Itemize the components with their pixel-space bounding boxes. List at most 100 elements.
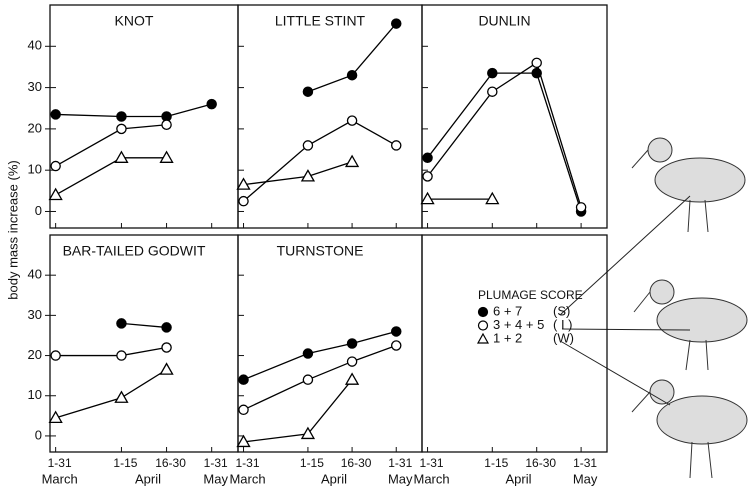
series-line — [243, 330, 397, 381]
marker-triangle — [236, 434, 251, 448]
marker-triangle — [159, 150, 174, 163]
marker-open — [50, 350, 61, 361]
marker-filled — [487, 67, 498, 79]
month-label: March — [42, 471, 78, 486]
legend-title: PLUMAGE SCORE — [478, 288, 583, 302]
x-tick-label: 1-31 — [48, 456, 72, 470]
marker-triangle — [114, 150, 129, 163]
marker-open — [487, 86, 498, 97]
marker-open — [422, 171, 433, 182]
y-tick-label: 40 — [28, 38, 42, 53]
marker-open — [238, 195, 249, 207]
marker-open — [346, 115, 358, 126]
pointer-line — [561, 341, 671, 406]
marker-open — [161, 119, 172, 131]
marker-filled — [302, 348, 314, 359]
series-line — [307, 23, 397, 93]
month-label: April — [505, 471, 531, 486]
y-tick-label: 40 — [28, 267, 42, 282]
bird-legs — [685, 339, 709, 371]
marker-open — [390, 140, 402, 151]
marker-filled — [206, 98, 217, 110]
panel-title: TURNSTONE — [277, 243, 364, 259]
y-tick-label: 30 — [28, 79, 42, 94]
marker-triangle — [48, 187, 63, 201]
x-tick-label: 1-31 — [420, 456, 444, 470]
legend-code: (W) — [553, 330, 574, 345]
bird-body — [656, 395, 748, 445]
marker-filled — [422, 152, 433, 164]
pointer-lines — [559, 195, 691, 406]
month-label: May — [388, 471, 413, 486]
bird-beak — [631, 149, 649, 169]
y-tick-label: 20 — [28, 347, 42, 362]
x-tick-label: 1-15 — [300, 456, 324, 470]
bird-legs — [689, 441, 713, 479]
marker-filled — [302, 86, 314, 97]
month-label: April — [321, 471, 347, 486]
x-tick-label: 16-30 — [155, 456, 186, 470]
x-tick-label: 1-15 — [113, 456, 137, 470]
series-line — [55, 103, 212, 118]
series-line — [55, 369, 167, 419]
legend-code: ( I ) — [553, 317, 573, 332]
month-label: March — [413, 471, 449, 486]
birds — [631, 137, 748, 479]
series-line — [243, 161, 353, 186]
marker-open — [346, 356, 358, 367]
marker-triangle — [344, 372, 360, 385]
x-tick-label: 16-30 — [341, 456, 372, 470]
marker-filled — [50, 109, 61, 120]
marker-open — [116, 350, 127, 361]
marker-filled — [390, 18, 402, 29]
panel-frame — [49, 234, 239, 453]
y-tick-label: 10 — [28, 162, 42, 177]
pointer-line — [559, 195, 691, 316]
marker-filled — [161, 322, 172, 333]
legend-marker — [477, 306, 489, 318]
series-line — [427, 61, 582, 208]
bird-beak — [633, 291, 651, 313]
marker-open — [575, 202, 587, 213]
panel-title: BAR-TAILED GODWIT — [63, 243, 206, 259]
marker-filled — [116, 111, 127, 122]
marker-filled — [390, 326, 402, 337]
x-tick-label: 1-31 — [388, 456, 412, 470]
bird-legs — [687, 199, 709, 233]
panel-frame — [237, 4, 423, 229]
marker-open — [302, 374, 314, 385]
marker-triangle — [420, 191, 435, 205]
series-line — [427, 72, 582, 212]
marker-triangle — [159, 362, 174, 375]
y-tick-label: 0 — [35, 427, 42, 442]
marker-triangle — [485, 191, 500, 205]
panel-title: KNOT — [115, 13, 154, 29]
series-line — [243, 344, 397, 411]
bird-head — [649, 279, 675, 305]
y-tick-label: 10 — [28, 387, 42, 402]
marker-filled — [238, 374, 249, 385]
marker-open — [238, 404, 249, 416]
marker-filled — [116, 318, 127, 329]
panel-title: LITTLE STINT — [275, 13, 366, 29]
y-axis-label: body mass increase (%) — [5, 160, 20, 299]
month-label: March — [229, 471, 265, 486]
marker-triangle — [236, 177, 251, 190]
x-tick-label: 1-31 — [573, 456, 597, 470]
legend-label: 1 + 2 — [493, 330, 522, 345]
series-line — [243, 379, 353, 443]
month-label: May — [203, 471, 228, 486]
marker-filled — [346, 338, 358, 349]
marker-triangle — [114, 390, 129, 403]
marker-triangle — [48, 410, 63, 423]
month-label: April — [135, 471, 161, 486]
series-line — [55, 157, 167, 196]
bird-beak — [631, 391, 651, 413]
bird-body — [654, 157, 746, 203]
marker-open — [390, 340, 402, 351]
series-line — [55, 124, 167, 167]
y-tick-label: 0 — [35, 203, 42, 218]
legend-marker — [476, 332, 490, 344]
y-tick-label: 30 — [28, 307, 42, 322]
marker-open — [50, 160, 61, 172]
